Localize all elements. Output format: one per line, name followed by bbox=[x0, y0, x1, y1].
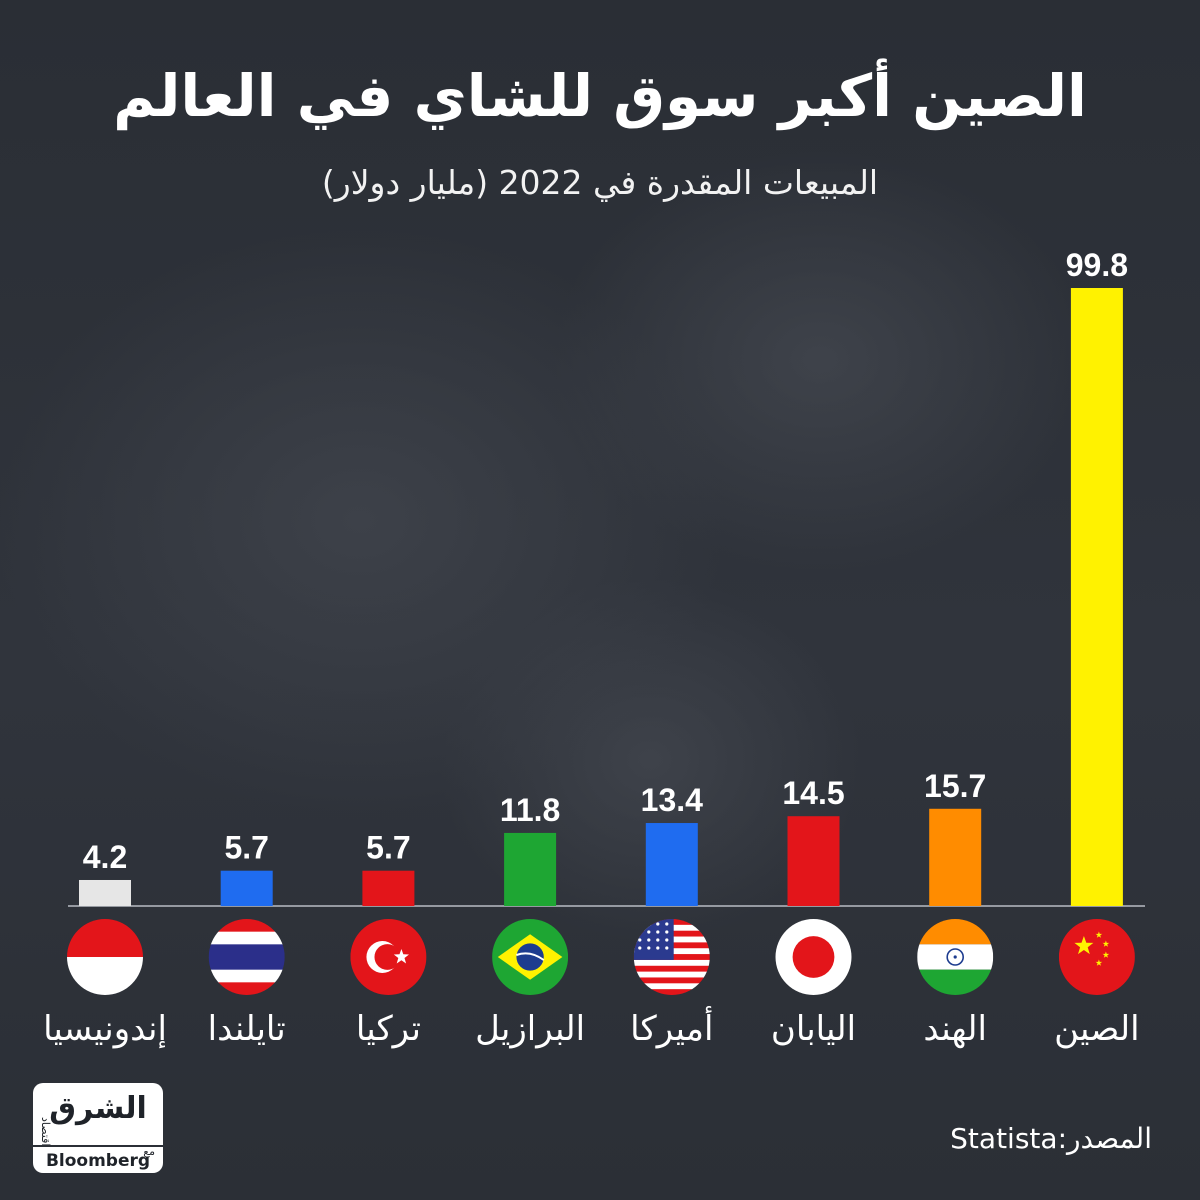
bar-3 bbox=[504, 832, 557, 906]
logo-with-text: مع bbox=[143, 1145, 155, 1158]
japan-flag-icon bbox=[775, 919, 852, 995]
bar-1 bbox=[220, 870, 273, 906]
category-label-4: أميركا bbox=[630, 1006, 713, 1049]
chart-subtitle: المبيعات المقدرة في 2022 (مليار دولار) bbox=[321, 163, 879, 202]
brazil-flag-icon bbox=[492, 919, 569, 995]
bar-6 bbox=[929, 808, 982, 906]
bar-value-label-6: 15.7 bbox=[924, 768, 986, 804]
thailand-flag-icon bbox=[208, 919, 285, 995]
indonesia-flag-icon bbox=[67, 919, 143, 995]
bar-value-label-3: 11.8 bbox=[500, 792, 561, 828]
logo-top-box: الشرق اقتصاد bbox=[33, 1083, 163, 1147]
bar-7 bbox=[1070, 288, 1123, 906]
india-flag-icon bbox=[917, 919, 994, 995]
bar-chart: 4.2 إندونيسيا 5.7 تايلندا 5.7 تركيا 11.8 البراز… bbox=[43, 247, 1145, 1049]
asharq-bloomberg-logo: الشرق اقتصاد مع Bloomberg bbox=[33, 1083, 165, 1173]
china-flag-icon bbox=[1058, 919, 1135, 995]
bar-5 bbox=[787, 816, 840, 906]
logo-sub-text: اقتصاد bbox=[39, 1117, 52, 1147]
bar-value-label-2: 5.7 bbox=[366, 830, 410, 866]
bar-value-label-0: 4.2 bbox=[83, 839, 127, 875]
category-label-1: تايلندا bbox=[208, 1009, 286, 1049]
usa-flag-icon bbox=[633, 919, 710, 995]
bar-0 bbox=[79, 879, 131, 906]
bar-4 bbox=[645, 823, 698, 906]
source-credit: المصدر:Statista bbox=[950, 1122, 1152, 1155]
source-value: Statista bbox=[950, 1122, 1058, 1155]
bar-2 bbox=[362, 870, 415, 906]
category-label-3: البرازيل bbox=[475, 1009, 585, 1049]
bar-value-label-7: 99.8 bbox=[1066, 247, 1128, 283]
category-label-5: اليابان bbox=[771, 1009, 856, 1049]
category-label-0: إندونيسيا bbox=[43, 1009, 167, 1049]
source-label: المصدر: bbox=[1057, 1122, 1152, 1155]
logo-partner-text: Bloomberg bbox=[45, 1151, 151, 1171]
bar-value-label-4: 13.4 bbox=[641, 782, 703, 818]
chart-title: الصين أكبر سوق للشاي في العالم bbox=[113, 62, 1087, 130]
logo-main-text: الشرق bbox=[49, 1091, 147, 1126]
category-label-2: تركيا bbox=[356, 1009, 421, 1049]
bar-value-label-5: 14.5 bbox=[782, 775, 844, 811]
bar-value-label-1: 5.7 bbox=[224, 830, 268, 866]
category-label-7: الصين bbox=[1054, 1009, 1139, 1049]
logo-bottom-box: مع Bloomberg bbox=[33, 1145, 163, 1173]
turkey-flag-icon bbox=[350, 919, 427, 995]
category-label-6: الهند bbox=[923, 1009, 987, 1049]
